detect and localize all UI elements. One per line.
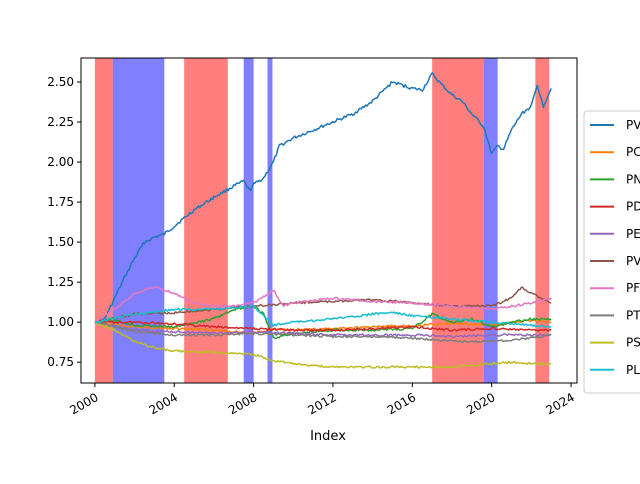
x-tick-label: 2024 xyxy=(543,390,576,417)
y-tick-label: 1.75 xyxy=(47,195,74,209)
shaded-region-8 xyxy=(535,58,550,383)
y-axis: 0.75 1.00 1.25 1.50 1.75 2.00 2.25 2.50 xyxy=(47,75,81,369)
series-line-pt-8 xyxy=(94,321,552,344)
y-tick-label: 0.75 xyxy=(47,355,74,369)
legend-box xyxy=(583,110,640,394)
legend-label: PF xyxy=(626,281,640,295)
series-line-pf-7 xyxy=(94,286,552,323)
plot-frame xyxy=(80,57,578,384)
legend-label: PV xyxy=(626,118,640,132)
x-tick-label: 2016 xyxy=(385,390,418,417)
shaded-region-1 xyxy=(94,58,113,383)
x-tick-label: 2000 xyxy=(67,390,100,417)
legend: PV PC PN PD PE PV PF PT PS PL xyxy=(583,110,640,394)
series-line-pe-5 xyxy=(94,321,552,339)
series-line-pv-1 xyxy=(94,72,552,324)
shaded-region-6 xyxy=(432,58,484,383)
legend-label: PE xyxy=(626,227,640,241)
y-tick-label: 1.50 xyxy=(47,235,74,249)
x-tick-label: 2008 xyxy=(226,390,259,417)
y-tick-label: 1.00 xyxy=(47,315,74,329)
shaded-region-4 xyxy=(243,58,254,383)
series-line-pl-10 xyxy=(94,304,552,328)
legend-label: PV xyxy=(626,254,640,268)
shaded-region-5 xyxy=(267,58,273,383)
series-line-pd-4 xyxy=(94,320,552,332)
legend-label: PC xyxy=(626,145,640,159)
x-tick-label: 2012 xyxy=(305,390,338,417)
y-tick-label: 2.00 xyxy=(47,155,74,169)
y-tick-label: 2.25 xyxy=(47,115,74,129)
legend-label: PS xyxy=(626,336,640,350)
legend-label: PT xyxy=(626,308,640,322)
x-axis: 2000 2004 2008 2012 2016 2020 2024 xyxy=(67,383,577,417)
series-line-pv-6 xyxy=(94,286,552,323)
series-lines xyxy=(94,72,552,369)
x-tick-label: 2004 xyxy=(147,390,180,417)
x-axis-label: Index xyxy=(310,429,346,444)
y-tick-label: 2.50 xyxy=(47,75,74,89)
legend-label: PD xyxy=(626,200,640,214)
legend-label: PN xyxy=(626,172,640,186)
x-tick-label: 2020 xyxy=(464,390,497,417)
legend-label: PL xyxy=(626,363,640,377)
series-line-ps-9 xyxy=(94,321,552,369)
y-tick-label: 1.25 xyxy=(47,275,74,289)
